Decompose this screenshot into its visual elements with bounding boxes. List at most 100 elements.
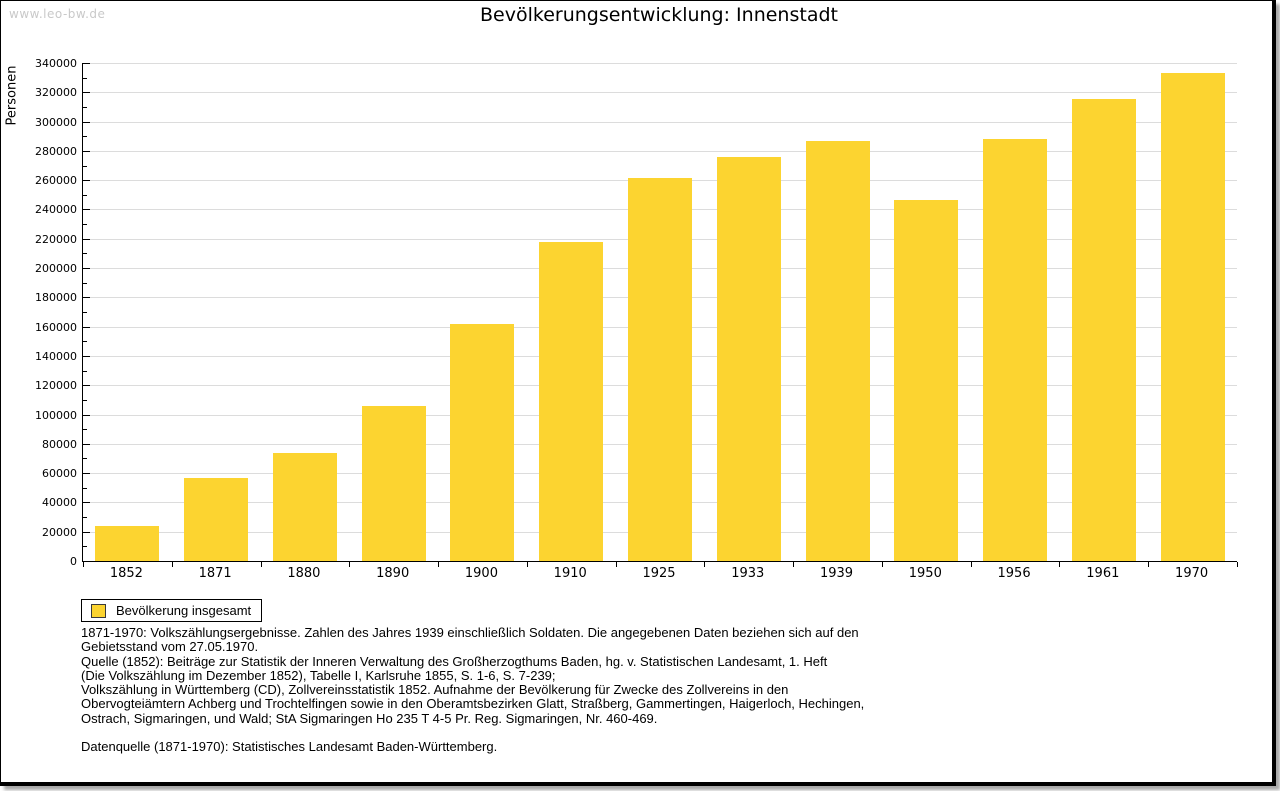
- x-axis-tick: [793, 562, 795, 567]
- bar-1890: [361, 406, 426, 561]
- y-axis-minor-tick: [83, 224, 87, 226]
- y-tick-label: 220000: [35, 232, 77, 246]
- footnote-line: Quelle (1852): Beiträge zur Statistik de…: [81, 653, 828, 669]
- footnotes: 1871-1970: Volkszählungsergebnisse. Zahl…: [81, 625, 865, 755]
- y-axis-minor-tick: [83, 370, 87, 372]
- y-tick-label: 0: [70, 555, 77, 568]
- x-tick-label: 1939: [819, 566, 854, 581]
- y-axis-major-tick: [83, 297, 90, 299]
- footnote-line: (Die Volkszählung im Dezember 1852), Tab…: [81, 667, 556, 683]
- x-axis-tick: [526, 562, 528, 567]
- x-axis-tick: [171, 562, 173, 567]
- y-tick-label: 240000: [35, 203, 77, 217]
- x-axis-tick: [349, 562, 351, 567]
- y-axis-major-tick: [83, 414, 90, 416]
- footnote-line: Obervogteiämtern Achberg und Trochtelfin…: [81, 696, 865, 712]
- legend-label: Bevölkerung insgesamt: [116, 603, 252, 618]
- y-axis-major-tick: [83, 473, 90, 475]
- x-axis-tick: [615, 562, 617, 567]
- footnote-line: [81, 726, 864, 740]
- y-tick-label: 260000: [35, 174, 77, 188]
- footnote-line: 1871-1970: Volkszählungsergebnisse. Zahl…: [81, 625, 859, 640]
- y-axis-major-tick: [83, 150, 90, 152]
- y-axis-major-tick: [83, 385, 90, 387]
- legend: Bevölkerung insgesamt: [81, 599, 263, 622]
- y-axis-major-tick: [83, 92, 90, 94]
- y-axis-major-tick: [83, 268, 90, 270]
- gridline: [83, 121, 1237, 123]
- gridline: [83, 150, 1237, 152]
- y-axis-minor-tick: [83, 517, 87, 519]
- y-axis-minor-tick: [83, 194, 87, 196]
- y-tick-label: 20000: [42, 525, 77, 539]
- y-axis-major-tick: [83, 238, 90, 240]
- bar-1961: [1071, 98, 1136, 561]
- y-axis-minor-tick: [83, 282, 87, 284]
- plot-area: [82, 63, 1238, 567]
- y-axis-minor-tick: [83, 429, 87, 431]
- y-axis-major-tick: [83, 531, 90, 533]
- y-tick-label: 120000: [35, 379, 77, 393]
- bar-1910: [539, 241, 604, 561]
- x-axis-tick-labels: 1852 1871 1880 1890 1900 1910 1925 1933 1939 1950…: [82, 566, 1236, 582]
- y-axis-major-tick: [83, 443, 90, 445]
- y-axis-major-tick: [83, 502, 90, 504]
- y-axis-tick-labels: 0 20000 40000 60000 80000 100000 120000 140000 1…: [1, 57, 77, 568]
- x-axis-tick: [438, 562, 440, 567]
- x-axis-tick: [260, 562, 262, 567]
- y-axis-minor-tick: [83, 399, 87, 401]
- y-axis-major-tick: [83, 561, 90, 562]
- y-axis-minor-tick: [83, 77, 87, 79]
- x-axis-tick: [1237, 562, 1238, 567]
- y-tick-label: 80000: [42, 437, 77, 451]
- y-axis-minor-tick: [83, 312, 87, 313]
- x-tick-label: 1890: [376, 566, 410, 581]
- bar-1852: [95, 525, 160, 561]
- bar-1900: [450, 324, 515, 561]
- y-axis-major-tick: [83, 209, 90, 211]
- y-axis-minor-tick: [83, 136, 87, 138]
- x-axis-tick: [1148, 562, 1150, 567]
- chart-title: Bevölkerungsentwicklung: Innenstadt: [480, 4, 838, 26]
- y-axis-minor-tick: [83, 487, 87, 489]
- y-axis-minor-tick: [83, 341, 87, 343]
- y-tick-label: 40000: [42, 496, 77, 510]
- x-axis-tick: [704, 562, 706, 567]
- x-tick-label: 1956: [997, 566, 1031, 581]
- y-axis-minor-tick: [83, 165, 87, 167]
- y-axis-major-tick: [83, 180, 90, 182]
- footnote-line: Volkszählung in Württemberg (CD), Zollve…: [81, 682, 789, 698]
- y-axis-major-tick: [83, 326, 90, 328]
- y-axis-minor-tick: [83, 106, 87, 108]
- y-tick-label: 160000: [35, 320, 77, 334]
- y-axis-major-tick: [83, 121, 90, 123]
- y-tick-label: 60000: [42, 467, 77, 481]
- bar-1950: [894, 199, 959, 561]
- x-tick-label: 1910: [553, 566, 587, 581]
- footnote-line: Datenquelle (1871-1970): Statistisches L…: [81, 739, 498, 755]
- x-tick-label: 1852: [109, 566, 143, 581]
- y-tick-label: 300000: [35, 115, 77, 129]
- y-tick-label: 320000: [35, 86, 77, 100]
- x-tick-label: 1900: [464, 566, 498, 581]
- y-axis-minor-tick: [83, 458, 87, 460]
- gridline: [83, 63, 1237, 64]
- y-axis-major-tick: [83, 63, 90, 64]
- y-axis-major-tick: [83, 355, 90, 357]
- bar-1933: [716, 156, 781, 561]
- bar-1939: [805, 141, 870, 561]
- x-axis-tick: [1059, 562, 1061, 567]
- y-axis-minor-tick: [83, 253, 87, 255]
- footnote-line: Ostrach, Sigmaringen, und Wald; StA Sigm…: [81, 710, 658, 726]
- y-tick-label: 280000: [35, 144, 77, 158]
- legend-swatch-icon: [91, 603, 106, 618]
- y-tick-label: 180000: [35, 291, 77, 305]
- x-tick-label: 1925: [642, 566, 676, 581]
- x-axis-tick: [83, 562, 84, 567]
- y-tick-label: 200000: [35, 262, 77, 276]
- x-axis-tick: [881, 562, 883, 567]
- bar-1871: [184, 478, 249, 561]
- x-tick-label: 1961: [1086, 566, 1120, 581]
- y-axis-minor-tick: [83, 546, 87, 548]
